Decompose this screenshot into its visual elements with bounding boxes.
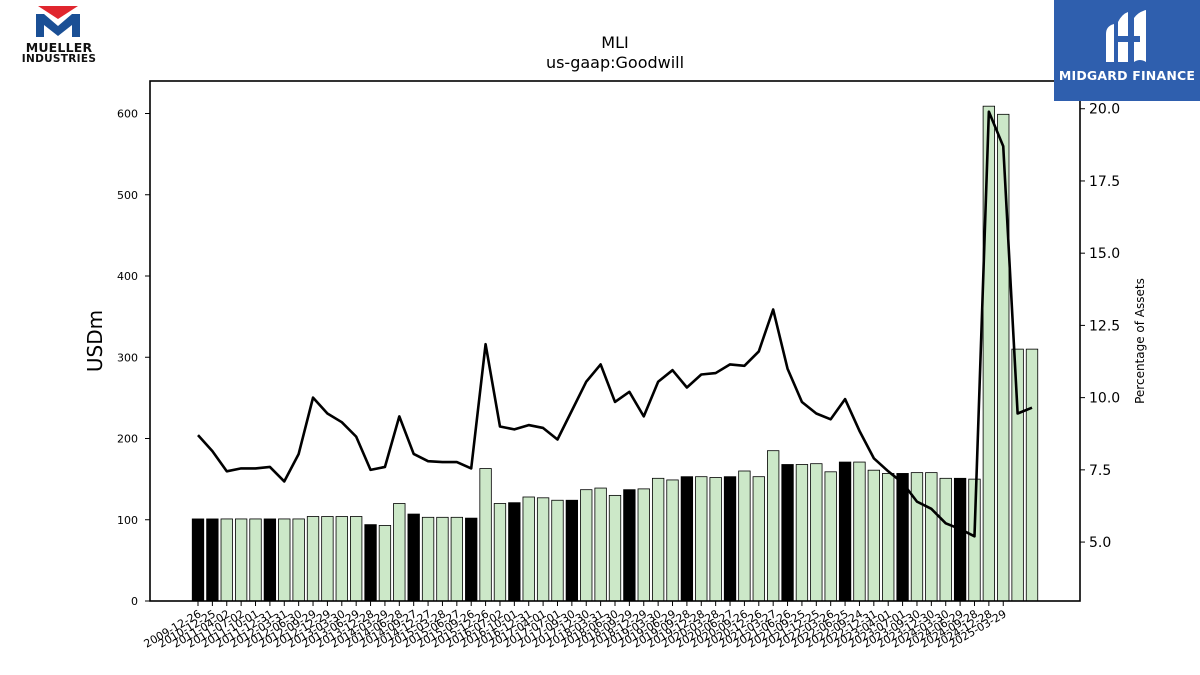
goodwill-bar [666,479,679,602]
goodwill-bar [565,499,579,602]
goodwill-bar [292,518,305,602]
goodwill-bar [810,463,823,602]
goodwill-bar [637,488,650,602]
goodwill-bar [335,516,348,602]
y-tick-label: 300 [117,351,138,364]
goodwill-bar [436,516,449,602]
y-tick-label: 100 [117,514,138,527]
goodwill-bar [278,518,291,602]
goodwill-bar [321,516,334,602]
goodwill-bar [393,503,406,602]
y2-tick-label: 15.0 [1089,246,1120,262]
goodwill-bar [522,496,535,602]
goodwill-bar [551,499,564,602]
goodwill-bar [838,461,852,602]
goodwill-bar [350,516,363,602]
goodwill-bar [695,476,708,602]
goodwill-bar [536,497,550,602]
goodwill-bar [781,464,794,602]
y2-tick-label: 12.5 [1089,318,1120,334]
goodwill-bar [249,518,262,602]
goodwill-bar [407,513,420,602]
goodwill-bar [580,489,593,602]
goodwill-bar [982,105,996,602]
chart-title: MLI [601,33,628,52]
y2-tick-label: 20.0 [1089,102,1120,118]
goodwill-bar [882,473,895,602]
goodwill-bar [767,450,780,602]
goodwill-bar [234,518,248,602]
y2-tick-label: 17.5 [1089,174,1120,190]
y-tick-label: 600 [117,108,138,121]
goodwill-bar [623,489,636,602]
y-tick-label: 200 [117,433,138,446]
goodwill-bar [680,476,694,602]
percentage-of-assets-line [197,110,1033,538]
goodwill-bar [795,464,809,602]
y2-tick-label: 7.5 [1089,463,1111,479]
chart-subtitle: us-gaap:Goodwill [546,53,684,72]
goodwill-bar [220,518,233,602]
goodwill-bar [997,113,1010,602]
goodwill-bar [910,472,924,602]
goodwill-bar [1011,348,1024,602]
goodwill-bar [867,469,880,602]
goodwill-bar [1025,348,1039,602]
y-axis-label: USDm [83,310,107,372]
goodwill-bar [608,494,622,602]
logo-text-industries: INDUSTRIES [21,53,97,65]
goodwill-bar [953,477,967,602]
mueller-emblem-icon [36,6,80,37]
midgard-emblem-icon [1106,10,1146,62]
goodwill-bar [968,478,981,602]
y2-axis-label: Percentage of Assets [1133,278,1147,404]
y2-tick-label: 10.0 [1089,391,1120,407]
goodwill-bar [594,487,607,602]
goodwill-bar [450,516,463,602]
y-tick-label: 0 [131,595,138,608]
mueller-industries-logo: MUELLER INDUSTRIES [18,4,100,66]
goodwill-bar [421,516,435,602]
goodwill-bar [824,471,837,602]
goodwill-bar [709,477,722,602]
goodwill-bar [896,473,909,602]
goodwill-bar [378,525,392,602]
goodwill-bar [738,470,751,602]
logo-text-midgard: MIDGARD FINANCE [1058,68,1196,83]
goodwill-bar [206,518,219,602]
goodwill-bar [651,477,665,602]
line-series [197,110,1033,538]
goodwill-bar [191,518,205,602]
goodwill-bar [723,476,737,602]
midgard-finance-logo: MIDGARD FINANCE [1054,0,1200,101]
goodwill-bar [364,524,377,602]
goodwill-bar [508,502,521,602]
goodwill-bar [493,503,507,602]
goodwill-bar [479,468,492,602]
goodwill-bar [939,477,952,602]
logo-text-mueller: MUELLER [25,40,93,55]
goodwill-bar [263,518,277,602]
goodwill-bar [752,476,765,602]
y2-tick-label: 5.0 [1089,535,1111,551]
goodwill-bar [465,517,478,602]
goodwill-bar [853,461,866,602]
goodwill-bar [925,472,938,602]
y-tick-label: 500 [117,189,138,202]
y-tick-label: 400 [117,270,138,283]
goodwill-bar [306,516,320,602]
